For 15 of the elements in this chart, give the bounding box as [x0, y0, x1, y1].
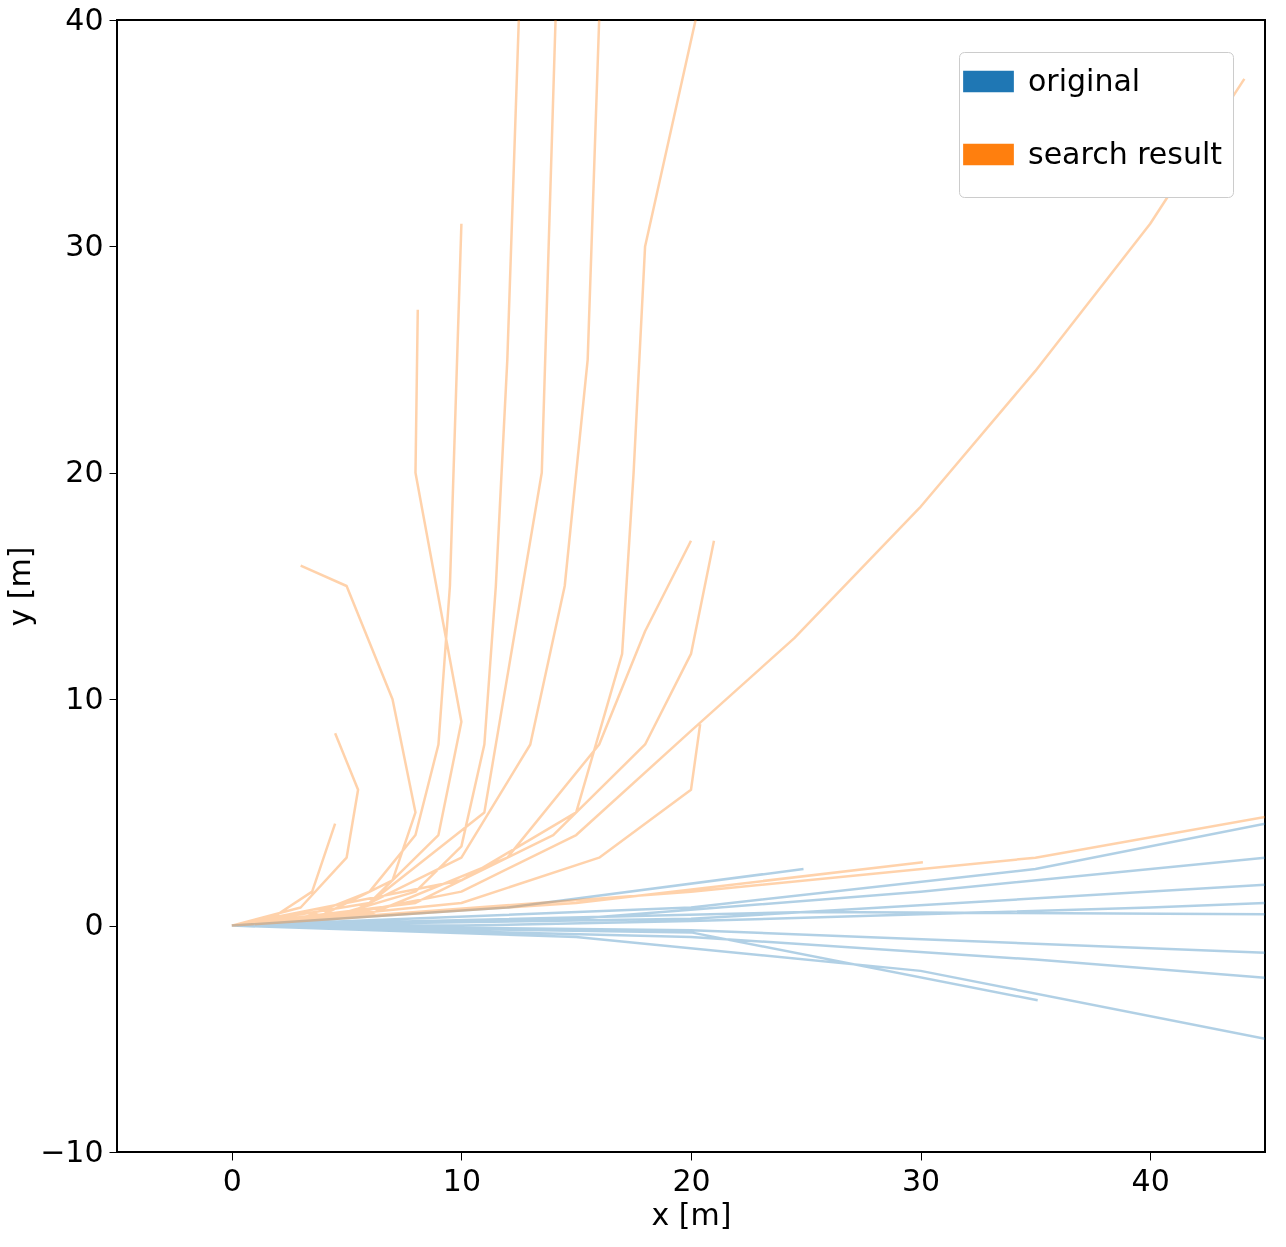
legend-label: original — [1028, 62, 1141, 98]
y-tick-label: 0 — [84, 907, 104, 943]
y-tick-label: 20 — [65, 454, 104, 490]
x-tick-label: 30 — [902, 1162, 941, 1198]
y-axis-title: y [m] — [2, 546, 38, 627]
y-tick-label: 10 — [65, 680, 104, 716]
y-tick-label: 30 — [65, 227, 104, 263]
x-tick-label: 40 — [1131, 1162, 1170, 1198]
y-tick-label: −10 — [40, 1133, 104, 1169]
x-tick-label: 10 — [442, 1162, 481, 1198]
x-axis-title: x [m] — [651, 1196, 732, 1232]
y-tick-label: 40 — [65, 1, 104, 37]
x-tick-label: 0 — [222, 1162, 242, 1198]
legend-label: search result — [1028, 135, 1223, 171]
x-tick-label: 20 — [672, 1162, 711, 1198]
